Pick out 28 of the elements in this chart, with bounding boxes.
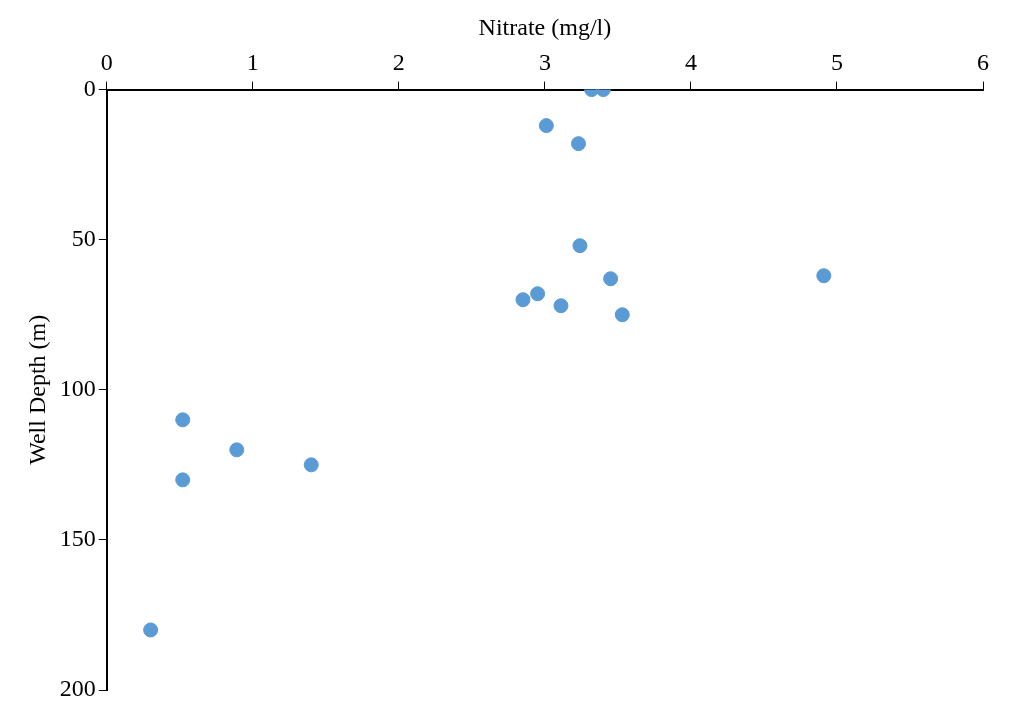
point	[553, 298, 569, 314]
x-tick-label: 3	[538, 49, 551, 76]
x-tick-label: 2	[392, 49, 405, 76]
x-tick-label: 5	[830, 49, 843, 76]
point	[570, 136, 586, 152]
point	[515, 292, 531, 308]
point	[303, 457, 319, 473]
x-tick-label: 6	[977, 49, 989, 76]
point	[175, 412, 191, 428]
x-tick-label: 0	[100, 49, 113, 76]
y-axis-title: Well Depth (m)	[23, 314, 50, 465]
point	[572, 238, 588, 254]
point	[143, 622, 159, 638]
point	[603, 271, 619, 287]
x-tick-label: 1	[246, 49, 259, 76]
y-tick-label: 0	[83, 74, 96, 101]
x-tick-label: 4	[684, 49, 697, 76]
point	[614, 307, 630, 323]
point	[229, 442, 245, 458]
y-tick-label: 100	[59, 375, 96, 402]
x-axis-title: Nitrate (mg/l)	[478, 13, 612, 40]
y-tick-label: 150	[59, 525, 96, 552]
y-tick-label: 50	[71, 225, 96, 251]
y-tick-label: 200	[59, 675, 96, 702]
point	[175, 472, 191, 488]
point	[538, 118, 554, 134]
point	[816, 268, 832, 284]
point	[530, 286, 546, 302]
